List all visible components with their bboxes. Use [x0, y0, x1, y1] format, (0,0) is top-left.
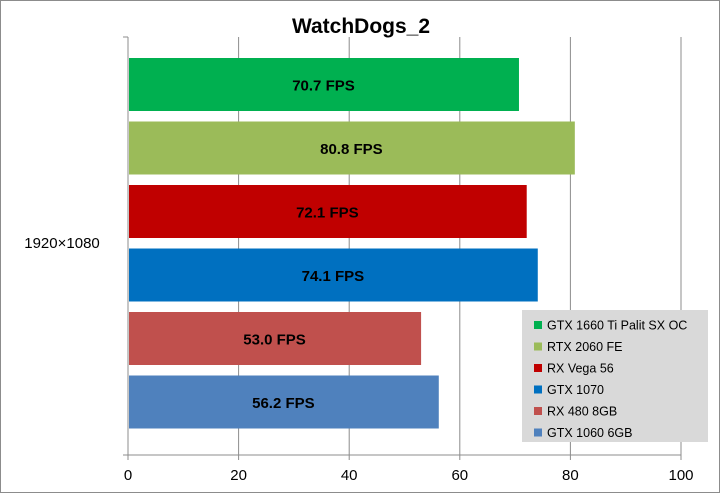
chart-title: WatchDogs_2 — [292, 15, 430, 38]
x-tick-label-20: 20 — [230, 467, 247, 484]
legend-swatch — [534, 407, 542, 415]
bar-value-label: 80.8 FPS — [320, 141, 383, 158]
x-tick-label-100: 100 — [668, 467, 693, 484]
axes — [123, 36, 682, 460]
category-label: 1920×1080 — [24, 235, 100, 252]
legend-box — [522, 310, 708, 442]
legend-label: GTX 1070 — [547, 383, 604, 397]
legend-swatch — [534, 342, 542, 351]
legend-label: RX 480 8GB — [547, 405, 617, 419]
bar-gtx-1070 — [129, 248, 538, 302]
x-tick-label-80: 80 — [562, 467, 579, 484]
bar-value-label: 74.1 FPS — [302, 268, 365, 285]
bar-gtx-1660-ti-palit-sx-oc — [129, 58, 519, 111]
legend-label: GTX 1660 Ti Palit SX OC — [547, 319, 687, 333]
x-tick-label-60: 60 — [451, 467, 468, 484]
bar-value-label: 53.0 FPS — [243, 332, 306, 349]
bar-rx-vega-56 — [129, 185, 527, 238]
bar-value-label: 56.2 FPS — [252, 395, 315, 412]
legend-swatch — [534, 321, 542, 329]
legend-swatch — [534, 428, 542, 437]
bar-rx-480-8gb — [129, 312, 422, 365]
legend-label: RX Vega 56 — [547, 362, 614, 376]
bars — [129, 58, 575, 429]
legend-label: GTX 1060 6GB — [547, 426, 632, 440]
bar-value-label: 70.7 FPS — [292, 78, 355, 95]
legend-swatch — [534, 385, 542, 394]
x-tick-label-40: 40 — [341, 467, 358, 484]
legend: GTX 1660 Ti Palit SX OC RTX 2060 FE RX Veg… — [522, 310, 708, 442]
bar-value-label: 72.1 FPS — [296, 205, 359, 222]
x-tick-labels: 0 20 40 60 80 100 — [124, 467, 694, 484]
bar-rtx-2060-fe — [129, 121, 575, 175]
bar-labels: 70.7 FPS 80.8 FPS 72.1 FPS 74.1 FPS 53.0 FPS… — [243, 78, 382, 413]
x-tick-label-0: 0 — [124, 467, 132, 484]
legend-label: RTX 2060 FE — [547, 340, 623, 354]
bar-gtx-1060-6gb — [129, 375, 439, 429]
legend-swatch — [534, 364, 542, 372]
